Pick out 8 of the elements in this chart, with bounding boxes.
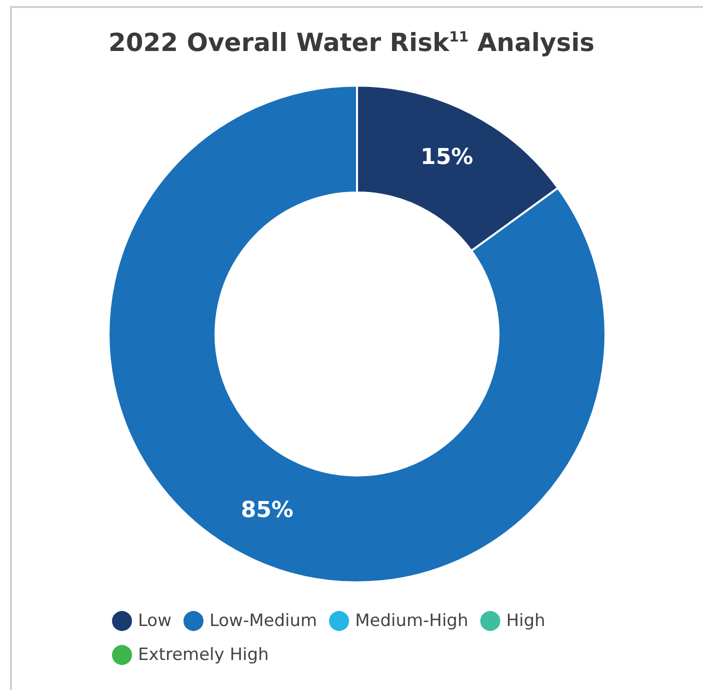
legend-label: High xyxy=(506,611,546,631)
chart-title: 2022 Overall Water Risk$^{11}$ Analysis xyxy=(107,28,596,57)
legend-label: Low-Medium xyxy=(209,611,318,631)
legend-label: Medium-High xyxy=(355,611,468,631)
data-label: 85% xyxy=(240,498,294,523)
legend-label: Extremely High xyxy=(138,645,269,665)
data-label: 15% xyxy=(420,145,474,170)
legend-label: Low xyxy=(138,611,172,631)
